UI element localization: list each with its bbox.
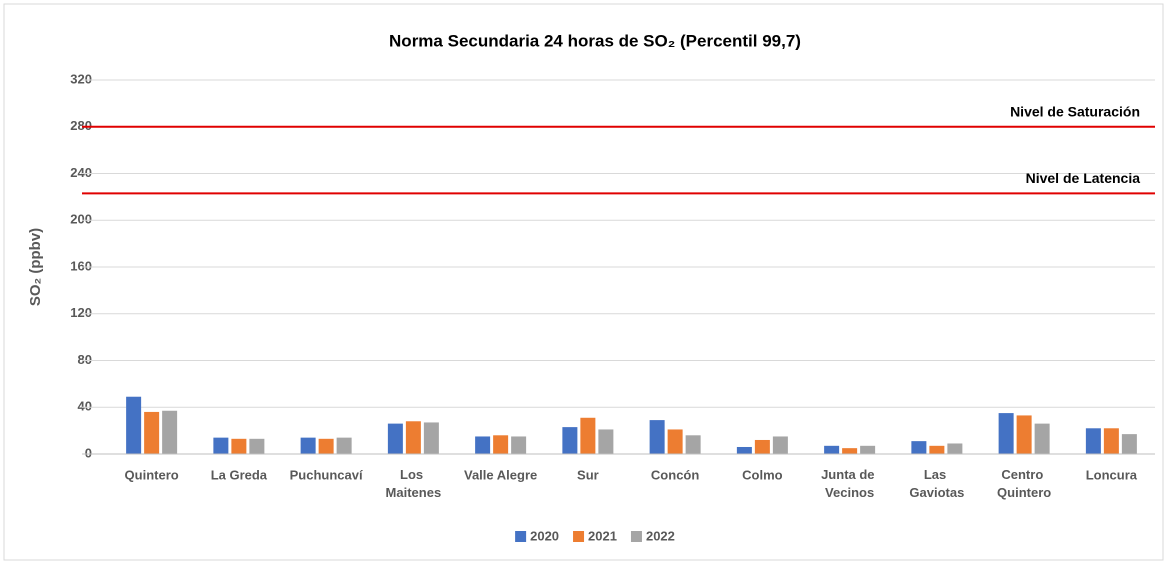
- y-tick-label: 0: [85, 445, 92, 460]
- bar: [162, 410, 178, 454]
- bar: [318, 438, 334, 454]
- bar: [685, 435, 701, 454]
- bar: [231, 438, 247, 454]
- bar: [387, 423, 403, 454]
- y-tick-label: 320: [70, 71, 92, 86]
- legend-item: 2022: [630, 528, 675, 543]
- legend-label: 2021: [588, 528, 617, 543]
- x-tick-label: La Greda: [211, 467, 268, 482]
- x-tick-label: Quintero: [125, 467, 179, 482]
- bar: [772, 436, 788, 454]
- x-tick-label: Sur: [577, 467, 599, 482]
- bar: [511, 436, 527, 454]
- bar: [336, 437, 352, 454]
- bar: [423, 422, 439, 454]
- bar: [842, 448, 858, 454]
- chart-frame: [3, 3, 1164, 561]
- bar: [1121, 434, 1137, 454]
- bar: [1016, 415, 1032, 454]
- bar: [580, 417, 596, 454]
- y-tick-label: 40: [78, 399, 92, 414]
- bar: [929, 445, 945, 454]
- x-tick-label: Colmo: [742, 467, 783, 482]
- y-tick-label: 120: [70, 305, 92, 320]
- bar: [1103, 428, 1119, 454]
- bar: [754, 439, 770, 454]
- bar: [998, 413, 1014, 454]
- bar: [598, 429, 614, 454]
- legend-item: 2021: [573, 528, 617, 543]
- x-tick-label: Las Gaviotas: [909, 467, 964, 500]
- bar: [249, 438, 265, 454]
- bar: [911, 441, 927, 454]
- reference-label: Nivel de Latencia: [1026, 170, 1141, 186]
- chart-title: Norma Secundaria 24 horas de SO₂ (Percen…: [389, 31, 801, 50]
- legend-swatch: [573, 531, 585, 542]
- y-axis-label: SO₂ (ppbv): [27, 228, 44, 306]
- bar: [947, 443, 963, 454]
- y-tick-label: 240: [70, 165, 92, 180]
- reference-label: Nivel de Saturación: [1010, 103, 1140, 119]
- x-tick-label: Centro Quintero: [997, 467, 1051, 500]
- legend-item: 2020: [515, 528, 559, 543]
- x-tick-label: Loncura: [1086, 467, 1138, 482]
- bar: [649, 420, 665, 454]
- y-tick-label: 200: [70, 212, 92, 227]
- legend-swatch: [515, 531, 527, 542]
- bar: [493, 435, 509, 454]
- bar: [562, 427, 578, 454]
- x-tick-label: Concón: [651, 467, 699, 482]
- x-tick-label: Puchuncaví: [290, 467, 363, 482]
- bar: [1085, 428, 1101, 454]
- x-tick-label: Los Maitenes: [386, 467, 442, 500]
- legend-swatch: [630, 531, 642, 542]
- bar: [126, 396, 142, 454]
- y-tick-label: 80: [78, 352, 92, 367]
- bar: [736, 446, 752, 454]
- x-tick-label: Junta de Vecinos: [821, 467, 878, 500]
- bar: [667, 429, 683, 454]
- legend-label: 2022: [646, 528, 675, 543]
- bar: [1034, 423, 1050, 454]
- bar: [405, 421, 421, 454]
- x-tick-label: Valle Alegre: [464, 467, 537, 482]
- bar: [300, 437, 316, 454]
- bar: [860, 445, 876, 454]
- bar: [475, 436, 491, 454]
- bar: [213, 437, 229, 454]
- legend-label: 2020: [530, 528, 559, 543]
- bar: [144, 411, 160, 454]
- y-tick-label: 160: [70, 258, 92, 273]
- y-tick-label: 280: [70, 118, 92, 133]
- bar: [824, 445, 840, 454]
